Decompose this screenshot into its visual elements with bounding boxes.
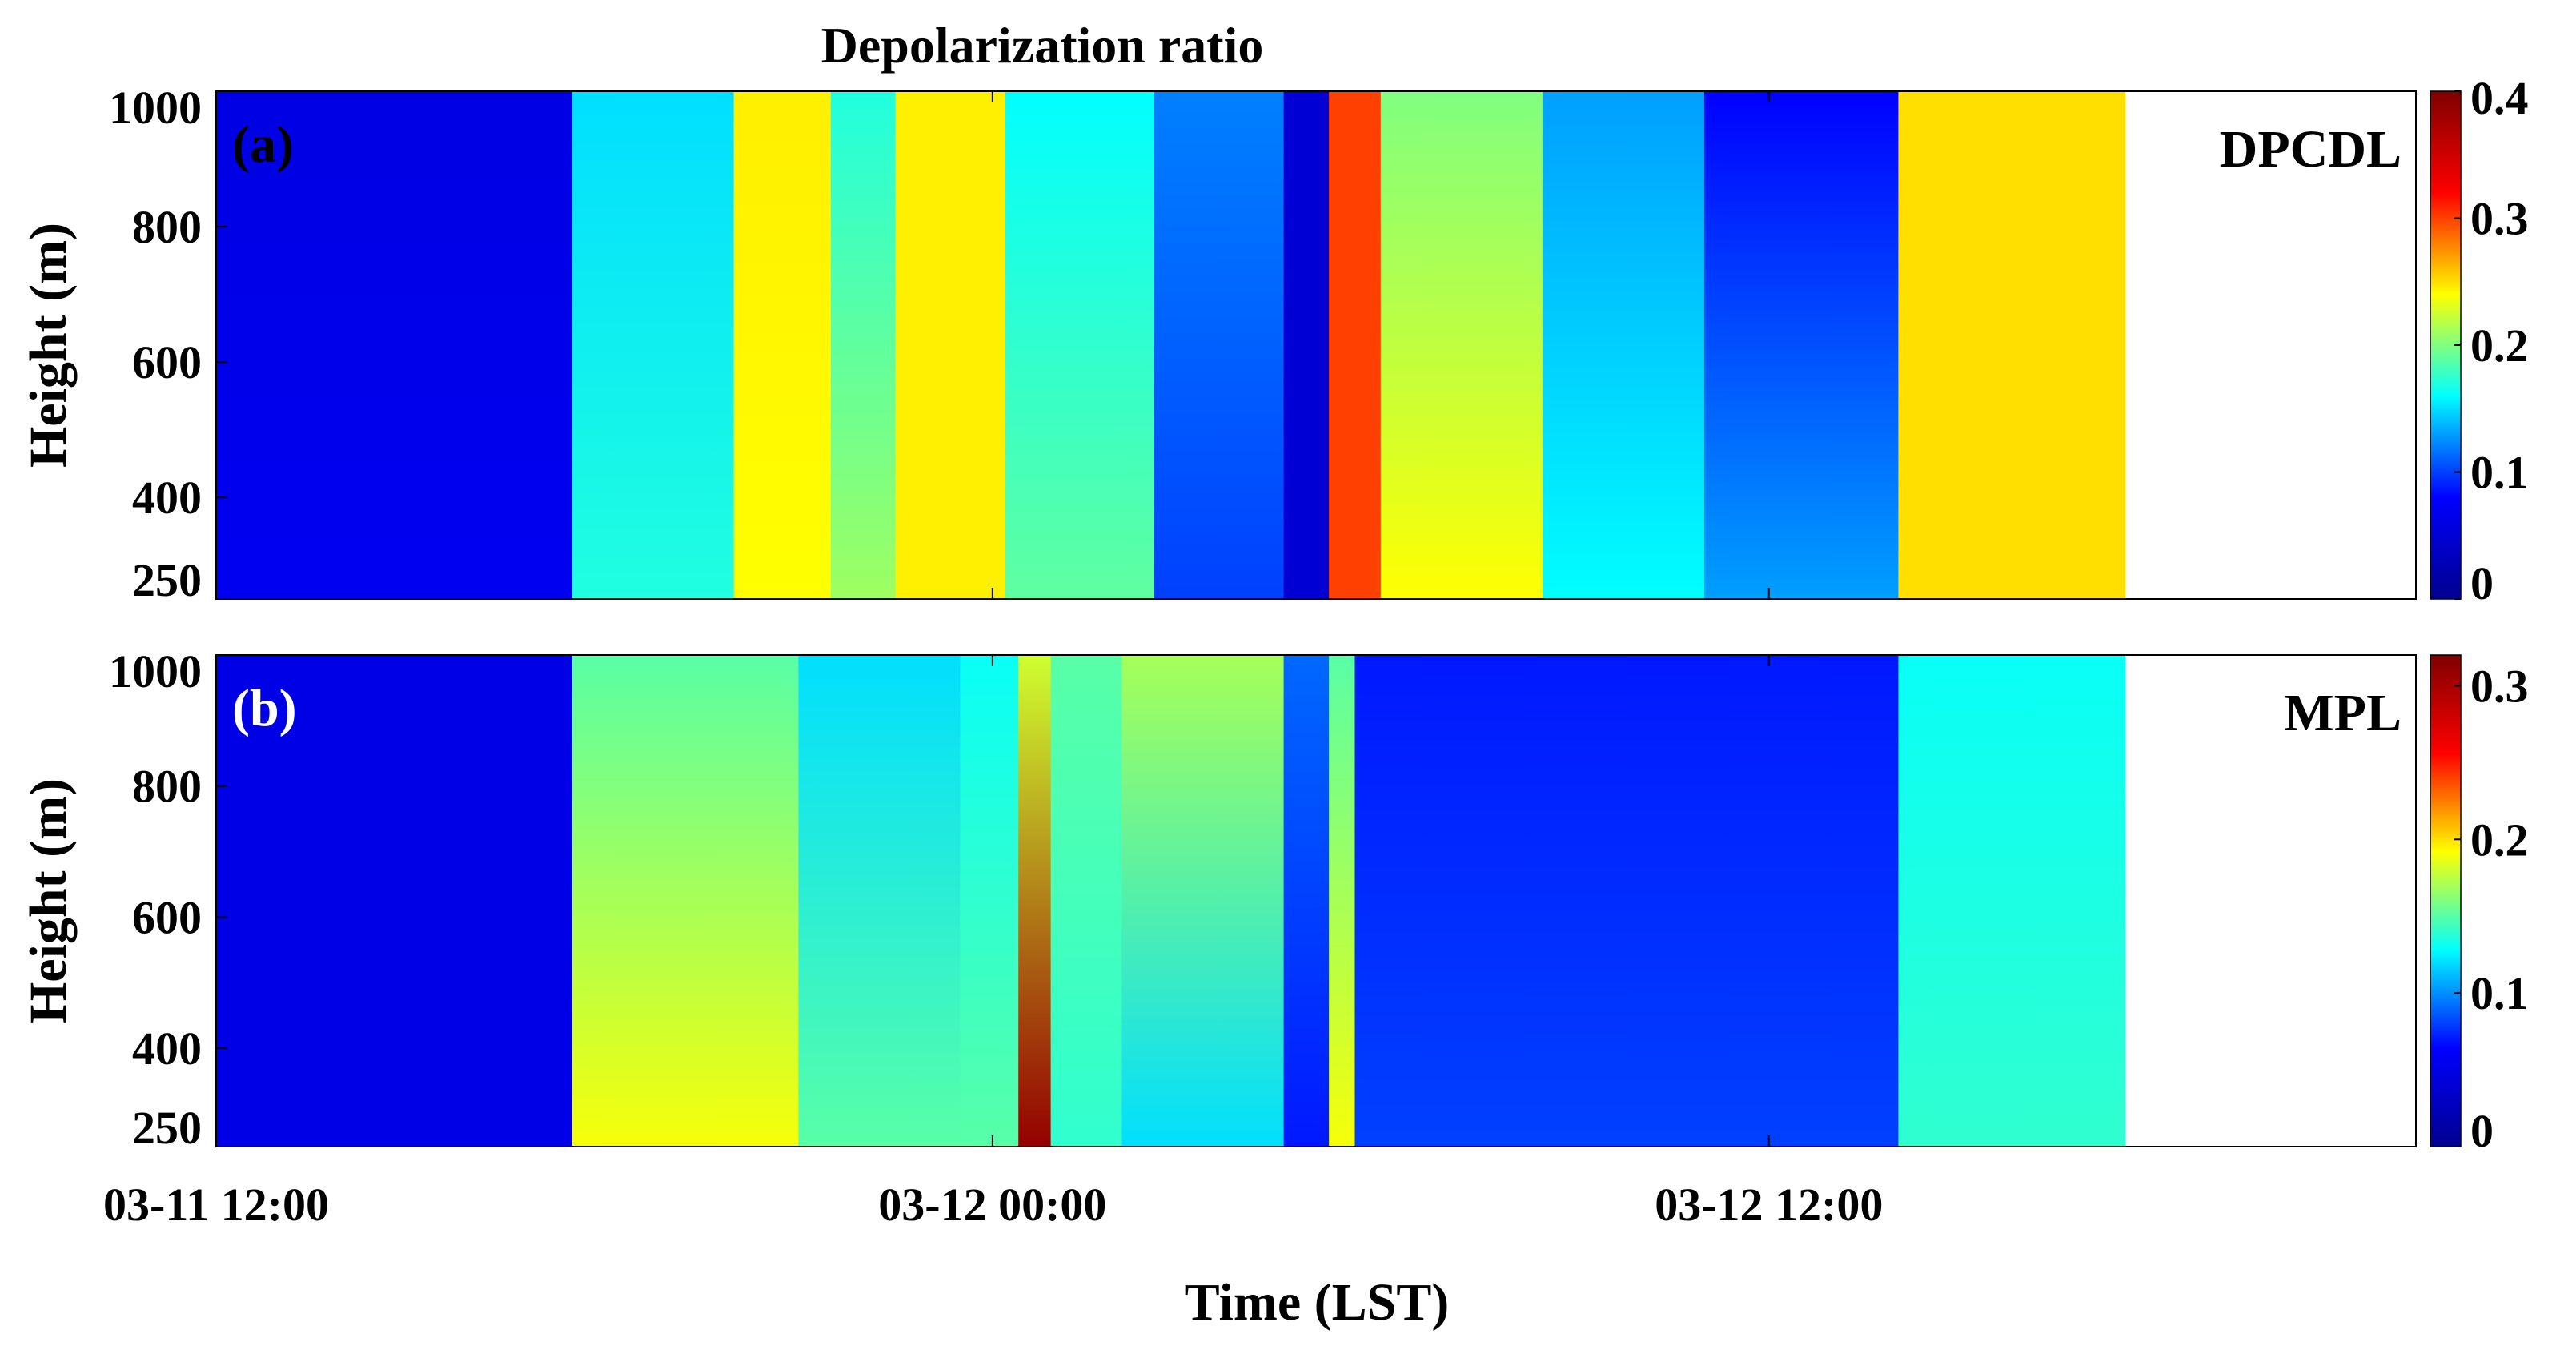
- panel-label: (a): [232, 115, 294, 174]
- heatmap-segment: [1380, 91, 1543, 599]
- colorbar-tick-label: 0.1: [2470, 447, 2529, 499]
- panel-dpcdl: 250 400 600 800 1000 Height (m) (a) DPCDL 0 0.1 0.…: [19, 72, 2529, 609]
- y-tick-label: 600: [132, 336, 202, 388]
- y-tick-label: 400: [132, 1023, 202, 1075]
- x-tick-label: 03-12 00:00: [878, 1179, 1106, 1231]
- y-axis-label: Height (m): [19, 778, 78, 1023]
- x-axis-label: Time (LST): [1185, 1273, 1450, 1332]
- heatmap-segment: [960, 655, 1020, 1147]
- y-tick-label: 800: [132, 201, 202, 253]
- heatmap-segment: [216, 655, 573, 1147]
- heatmap-segment: [1018, 655, 1052, 1147]
- heatmap-segment: [1050, 655, 1123, 1147]
- x-tick-label: 03-12 12:00: [1655, 1179, 1883, 1231]
- heatmap-segment: [1329, 655, 1356, 1147]
- heatmap-segment: [1329, 91, 1382, 599]
- heatmap-segment: [1354, 655, 1900, 1147]
- chart-title: Depolarization ratio: [821, 17, 1264, 74]
- heatmap-segment: [895, 91, 1006, 599]
- heatmap-segment: [1154, 91, 1285, 599]
- colorbar-tick-label: 0.3: [2470, 660, 2529, 712]
- panel-mpl: 250 400 600 800 1000 Height (m) (b) MPL 0 0.1 0.2 0…: [19, 645, 2529, 1157]
- colorbar-tick-label: 0.1: [2470, 967, 2529, 1019]
- heatmap-segment: [733, 91, 832, 599]
- heatmap-segment: [572, 91, 735, 599]
- heatmap-segment: [1898, 91, 2126, 599]
- colorbar-tick-label: 0: [2470, 1105, 2494, 1157]
- heatmap-segment: [1703, 91, 1900, 599]
- colorbar-tick-label: 0.3: [2470, 193, 2529, 245]
- instrument-name: DPCDL: [2220, 120, 2401, 179]
- y-tick-label: 1000: [109, 82, 202, 134]
- colorbar-tick-label: 0: [2470, 557, 2494, 609]
- heatmap-segment: [216, 91, 573, 599]
- heatmap-segment: [1283, 655, 1330, 1147]
- heatmap-cells: [216, 91, 2126, 599]
- instrument-name: MPL: [2284, 684, 2401, 742]
- heatmap-segment: [1005, 91, 1155, 599]
- plot-frame: [215, 90, 2417, 600]
- plot-frame: [215, 654, 2417, 1147]
- y-tick-label: 1000: [109, 645, 202, 697]
- panel-label: (b): [232, 679, 297, 737]
- x-tick-label: 03-11 12:00: [103, 1179, 329, 1231]
- colorbar-tick-label: 0.4: [2470, 72, 2529, 124]
- y-tick-label: 800: [132, 761, 202, 813]
- heatmap-segment: [1542, 91, 1705, 599]
- y-tick-label: 600: [132, 891, 202, 943]
- colorbar-tick-label: 0.2: [2470, 319, 2529, 372]
- colorbar-tick-label: 0.2: [2470, 814, 2529, 866]
- y-axis-label: Height (m): [19, 223, 78, 468]
- y-tick-label: 250: [132, 554, 202, 606]
- x-axis: 03-11 12:00 03-12 00:00 03-12 12:00: [103, 91, 1883, 1231]
- heatmap-segment: [1898, 655, 2126, 1147]
- heatmap-segment: [1121, 655, 1285, 1147]
- heatmap-segment: [572, 655, 800, 1147]
- heatmap-cells: [216, 655, 2126, 1147]
- y-tick-label: 400: [132, 472, 202, 524]
- heatmap-segment: [1283, 91, 1330, 599]
- colorbar: [2430, 654, 2462, 1147]
- y-tick-label: 250: [132, 1102, 202, 1154]
- heatmap-segment: [830, 91, 897, 599]
- heatmap-segment: [798, 655, 961, 1147]
